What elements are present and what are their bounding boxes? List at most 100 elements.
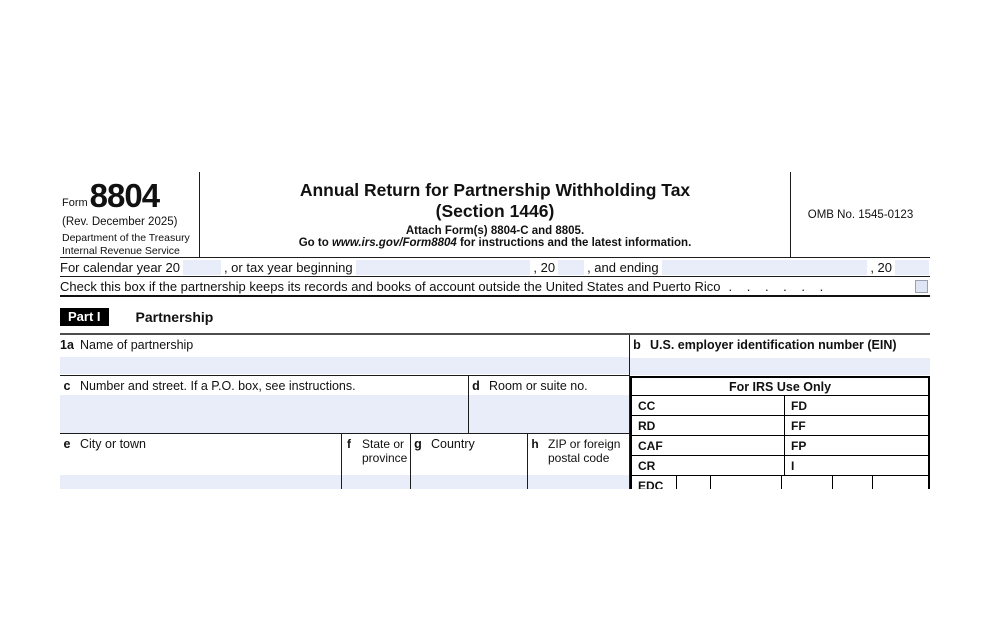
beginning-year-field[interactable] [558, 259, 585, 275]
irs-row-caf-fp: CAF FP [632, 436, 928, 456]
field-g-cell: g Country [411, 434, 528, 489]
field-b-label: b U.S. employer identification number (E… [630, 335, 930, 352]
field-c-cell: c Number and street. If a P.O. box, see … [60, 376, 469, 434]
name-of-partnership-input[interactable] [60, 357, 629, 374]
field-d-cell: d Room or suite no. [469, 376, 630, 434]
state-province-input[interactable] [342, 475, 410, 489]
agency-line-2: Internal Revenue Service [62, 245, 180, 258]
edc-cell-2 [711, 476, 782, 489]
records-outside-us-row: Check this box if the partnership keeps … [60, 277, 930, 297]
field-h-number: h [531, 437, 539, 451]
field-d-text: Room or suite no. [489, 379, 588, 393]
irs-use-only-title: For IRS Use Only [632, 378, 928, 396]
ein-input[interactable] [630, 358, 930, 375]
irs-row-rd-ff: RD FF [632, 416, 928, 436]
form-header: Form 8804 (Rev. December 2025) Departmen… [60, 172, 930, 258]
irs-code-fd: FD [791, 399, 807, 413]
beginning-year-text: , 20 [533, 259, 556, 275]
omb-box: OMB No. 1545-0123 [790, 172, 930, 257]
form-number: 8804 [89, 177, 160, 214]
part1-heading: Partnership [135, 309, 214, 325]
field-h-label: h ZIP or foreign postal code [528, 434, 629, 465]
field-e-text: City or town [80, 437, 146, 451]
field-1a-cell: 1a Name of partnership [60, 335, 630, 376]
field-d-label: d Room or suite no. [469, 376, 629, 393]
field-f-cell: f State or province [342, 434, 411, 489]
calendar-year-text: For calendar year 20 [60, 259, 180, 275]
country-input[interactable] [411, 475, 527, 489]
part1-header: Part I Partnership [60, 308, 930, 326]
form-8804: Form 8804 (Rev. December 2025) Departmen… [60, 172, 930, 489]
field-c-text: Number and street. If a P.O. box, see in… [80, 379, 356, 393]
zip-postal-input[interactable] [528, 475, 629, 489]
field-b-text: U.S. employer identification number (EIN… [650, 338, 897, 352]
records-outside-us-checkbox[interactable] [915, 279, 928, 293]
irs-code-fp: FP [791, 439, 807, 453]
field-f-text: State or province [362, 437, 408, 465]
goto-url: www.irs.gov/Form8804 [331, 237, 457, 249]
field-1a-text: Name of partnership [80, 338, 194, 352]
dot-leader: . . . . . . [728, 278, 825, 294]
irs-code-caf: CAF [632, 436, 785, 455]
field-h-text: ZIP or foreign postal code [548, 437, 621, 465]
irs-row-edc: EDC [632, 476, 928, 489]
part1-badge: Part I [60, 308, 109, 326]
edc-cell-3 [782, 476, 833, 489]
edc-cell-5 [873, 476, 928, 489]
field-h-cell: h ZIP or foreign postal code [528, 434, 630, 489]
edc-cell-4 [833, 476, 873, 489]
tax-year-ending-field[interactable] [661, 259, 868, 275]
field-b-number: b [633, 338, 641, 352]
field-c-label: c Number and street. If a P.O. box, see … [60, 376, 468, 393]
goto-instruction: Go to www.irs.gov/Form8804 for instructi… [200, 237, 790, 249]
tax-year-ending-text: , and ending [587, 259, 659, 275]
street-address-input[interactable] [60, 395, 468, 433]
form-revision: (Rev. December 2025) [62, 216, 178, 228]
irs-row-cr-i: CR I [632, 456, 928, 476]
field-e-number: e [63, 437, 71, 451]
irs-use-only-box: For IRS Use Only CC FD RD FF CAF FP CR I [630, 376, 930, 489]
irs-code-rd: RD [632, 416, 785, 435]
tax-year-beginning-field[interactable] [355, 259, 531, 275]
records-outside-us-text: Check this box if the partnership keeps … [60, 278, 721, 294]
irs-code-cr: CR [632, 456, 785, 475]
edc-cell-1 [677, 476, 711, 489]
omb-number: OMB No. 1545-0123 [807, 208, 914, 221]
form-title-line-1: Annual Return for Partnership Withholdin… [299, 180, 691, 200]
field-c-number: c [63, 379, 71, 393]
irs-code-ff: FF [791, 419, 806, 433]
calendar-year-field[interactable] [182, 259, 221, 275]
part1-table: 1a Name of partnership b U.S. employer i… [60, 333, 930, 489]
irs-code-i: I [791, 459, 795, 473]
field-e-label: e City or town [60, 434, 341, 451]
form-word: Form [62, 197, 88, 209]
field-1a-label: 1a Name of partnership [60, 335, 629, 352]
form-title-block: Annual Return for Partnership Withholdin… [200, 172, 790, 257]
room-suite-input[interactable] [469, 395, 629, 433]
form-title-line-2: (Section 1446) [435, 201, 555, 221]
form-id-block: Form 8804 (Rev. December 2025) Departmen… [60, 172, 200, 257]
field-e-cell: e City or town [60, 434, 342, 489]
calendar-year-row: For calendar year 20 , or tax year begin… [60, 258, 930, 277]
ending-year-field[interactable] [895, 259, 929, 275]
field-f-label: f State or province [342, 434, 410, 465]
field-d-number: d [472, 379, 480, 393]
irs-code-cc: CC [632, 396, 785, 415]
field-f-number: f [347, 437, 351, 451]
agency-line-1: Department of the Treasury [62, 232, 190, 244]
irs-code-edc: EDC [632, 476, 677, 489]
ending-year-text: , 20 [870, 259, 892, 275]
field-g-label: g Country [411, 434, 527, 451]
tax-year-beginning-text: , or tax year beginning [223, 259, 353, 275]
field-g-text: Country [431, 437, 475, 451]
goto-suffix: for instructions and the latest informat… [456, 237, 692, 249]
attach-instruction: Attach Form(s) 8804-C and 8805. [405, 225, 585, 237]
field-g-number: g [414, 437, 422, 451]
city-input[interactable] [60, 475, 341, 489]
field-b-cell: b U.S. employer identification number (E… [630, 335, 930, 376]
irs-row-cc-fd: CC FD [632, 396, 928, 416]
form-number-line: Form 8804 [62, 179, 197, 212]
field-1a-number: 1a [60, 338, 74, 352]
goto-prefix: Go to [298, 237, 332, 249]
